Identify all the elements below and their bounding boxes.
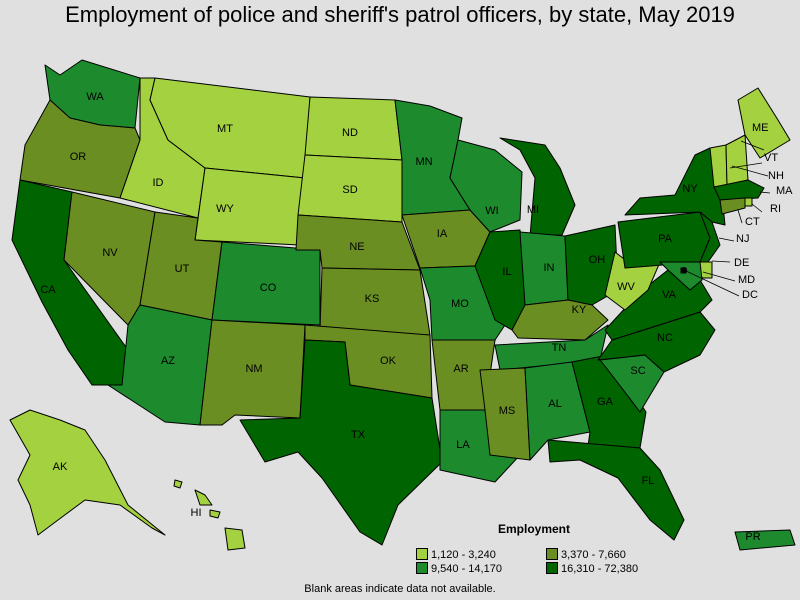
- leader-line-nj: [718, 237, 735, 242]
- state-label-il: IL: [502, 266, 511, 278]
- state-label-mt: MT: [217, 123, 233, 135]
- legend-label-4: 16,310 - 72,380: [561, 563, 639, 575]
- state-ms[interactable]: [479, 367, 531, 461]
- state-label-pr: PR: [745, 531, 760, 543]
- state-label-oh: OH: [589, 254, 606, 266]
- state-label-mo: MO: [451, 298, 469, 310]
- state-wy[interactable]: [194, 167, 306, 246]
- state-label-tn: TN: [552, 342, 567, 354]
- legend-item-3: 9,540 - 14,170: [416, 562, 502, 575]
- legend-swatch-2: [546, 548, 558, 560]
- state-label-nh: NH: [768, 170, 784, 182]
- leader-line-md: [702, 271, 736, 282]
- state-az[interactable]: [107, 304, 213, 426]
- state-fl[interactable]: [547, 439, 685, 541]
- state-mi[interactable]: [499, 137, 576, 237]
- state-label-fl: FL: [642, 475, 655, 487]
- state-label-md: MD: [738, 274, 755, 286]
- state-label-pa: PA: [658, 233, 673, 245]
- state-label-ar: AR: [453, 363, 468, 375]
- state-label-nc: NC: [657, 332, 673, 344]
- state-label-de: DE: [734, 257, 749, 269]
- state-label-dc: DC: [742, 289, 758, 301]
- state-label-or: OR: [70, 151, 87, 163]
- state-label-wy: WY: [216, 203, 234, 215]
- state-label-in: IN: [544, 262, 555, 274]
- legend-item-2: 3,370 - 7,660: [546, 548, 626, 561]
- state-pr[interactable]: [734, 529, 796, 551]
- state-label-ms: MS: [499, 405, 516, 417]
- legend-item-4: 16,310 - 72,380: [546, 562, 638, 575]
- state-label-wi: WI: [485, 205, 498, 217]
- legend-swatch-4: [546, 562, 558, 574]
- state-label-ca: CA: [40, 284, 56, 296]
- state-label-mi: MI: [527, 204, 539, 216]
- state-label-nd: ND: [342, 127, 358, 139]
- dc-marker: [681, 267, 687, 273]
- leader-line-nh2: [731, 165, 769, 177]
- state-label-ga: GA: [597, 396, 614, 408]
- legend-item-1: 1,120 - 3,240: [416, 548, 496, 561]
- state-label-ky: KY: [572, 304, 587, 316]
- state-ak[interactable]: [9, 409, 166, 536]
- state-ri[interactable]: [744, 197, 753, 207]
- legend-swatch-3: [416, 562, 428, 574]
- state-ct[interactable]: [719, 197, 746, 215]
- legend-label-1: 1,120 - 3,240: [431, 549, 496, 561]
- leader-line-ct: [737, 209, 743, 224]
- state-label-nm: NM: [245, 363, 262, 375]
- leader-line-ma: [759, 191, 771, 194]
- state-tn[interactable]: [494, 324, 609, 371]
- state-label-al: AL: [548, 398, 561, 410]
- state-al[interactable]: [524, 361, 591, 461]
- state-label-tx: TX: [351, 429, 366, 441]
- footnote: Blank areas indicate data not available.: [304, 583, 496, 595]
- state-label-ut: UT: [175, 263, 190, 275]
- state-wi[interactable]: [449, 139, 523, 233]
- legend-label-3: 9,540 - 14,170: [431, 563, 502, 575]
- state-md[interactable]: [659, 261, 703, 291]
- state-label-ct: CT: [745, 216, 760, 228]
- state-label-id: ID: [153, 177, 164, 189]
- state-label-co: CO: [260, 282, 277, 294]
- state-label-az: AZ: [161, 355, 175, 367]
- state-label-ks: KS: [365, 293, 380, 305]
- state-label-vt: VT: [764, 152, 778, 164]
- state-tx[interactable]: [239, 339, 443, 546]
- leader-line-nh: [740, 140, 765, 151]
- state-label-sd: SD: [342, 184, 357, 196]
- state-label-ri: RI: [770, 203, 781, 215]
- state-label-va: VA: [662, 289, 677, 301]
- state-label-ne: NE: [349, 241, 364, 253]
- state-label-ak: AK: [53, 461, 68, 473]
- state-label-ny: NY: [682, 183, 698, 195]
- state-label-sc: SC: [630, 365, 645, 377]
- state-ny[interactable]: [624, 147, 726, 226]
- state-label-ia: IA: [437, 228, 448, 240]
- legend-title: Employment: [498, 522, 571, 536]
- state-label-me: ME: [752, 122, 769, 134]
- state-label-wa: WA: [86, 91, 104, 103]
- state-hi[interactable]: [173, 479, 246, 551]
- state-label-ok: OK: [380, 355, 397, 367]
- state-label-nv: NV: [102, 247, 118, 259]
- state-label-hi: HI: [191, 507, 202, 519]
- leader-line-ri: [751, 203, 763, 213]
- state-label-ma: MA: [776, 185, 793, 197]
- state-oh[interactable]: [564, 224, 619, 306]
- state-label-mn: MN: [415, 156, 432, 168]
- leader-line-dc: [683, 269, 740, 297]
- legend-swatch-1: [416, 548, 428, 560]
- state-ky[interactable]: [511, 299, 609, 341]
- state-ma[interactable]: [713, 179, 765, 201]
- legend-label-2: 3,370 - 7,660: [561, 549, 626, 561]
- leader-line-de: [711, 260, 731, 263]
- state-label-nj: NJ: [736, 233, 749, 245]
- state-label-wv: WV: [617, 281, 635, 293]
- map-title: Employment of police and sheriff's patro…: [65, 2, 735, 27]
- state-label-la: LA: [456, 439, 470, 451]
